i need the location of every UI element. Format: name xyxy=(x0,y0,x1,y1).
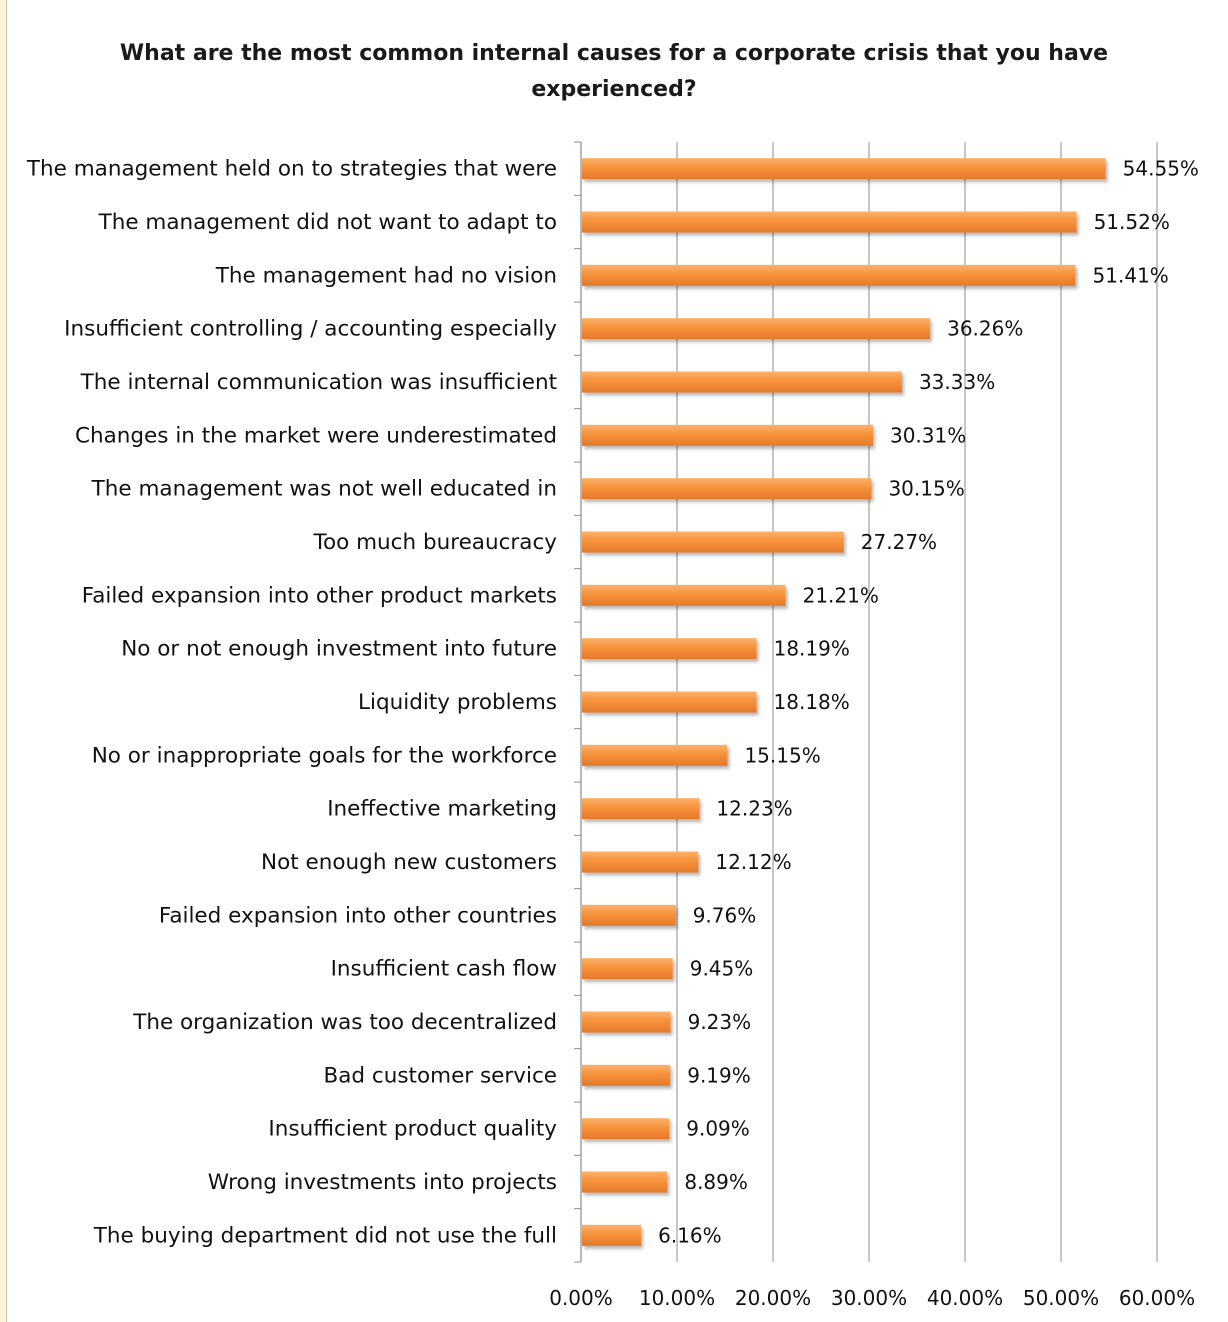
data-label: 54.55% xyxy=(1123,157,1199,181)
data-label: 27.27% xyxy=(861,530,937,554)
bar xyxy=(582,371,902,393)
category-label: The management was not well educated in xyxy=(91,477,557,502)
data-label: 30.15% xyxy=(888,477,964,501)
data-label: 18.19% xyxy=(774,637,850,661)
data-label: 6.16% xyxy=(658,1223,722,1247)
category-label: No or not enough investment into future xyxy=(121,637,557,662)
x-tick-label: 40.00% xyxy=(927,1286,1003,1310)
category-label: Insufficient controlling / accounting es… xyxy=(64,317,557,342)
category-label: Liquidity problems xyxy=(358,690,557,715)
chart-title-line-2: experienced? xyxy=(531,77,697,102)
data-label: 51.52% xyxy=(1094,210,1170,234)
category-label: Ineffective marketing xyxy=(327,797,557,822)
category-label: The organization was too decentralized xyxy=(132,1010,557,1035)
data-label: 21.21% xyxy=(803,583,879,607)
x-tick-label: 60.00% xyxy=(1119,1286,1195,1310)
bar xyxy=(582,798,700,820)
bar xyxy=(582,158,1106,180)
data-label: 15.15% xyxy=(744,743,820,767)
data-label: 12.12% xyxy=(715,850,791,874)
x-tick-label: 10.00% xyxy=(639,1286,715,1310)
data-label: 9.76% xyxy=(693,903,757,927)
data-label: 9.23% xyxy=(688,1010,752,1034)
bars xyxy=(582,158,1106,1246)
data-label: 9.45% xyxy=(690,957,754,981)
bar xyxy=(582,691,757,713)
data-label: 36.26% xyxy=(947,317,1023,341)
x-tick-label: 30.00% xyxy=(831,1286,907,1310)
category-label: Failed expansion into other product mark… xyxy=(82,583,557,608)
data-label: 18.18% xyxy=(774,690,850,714)
bar xyxy=(582,904,676,926)
category-label: Wrong investments into projects xyxy=(208,1170,557,1195)
category-label: The management had no vision xyxy=(215,263,557,288)
bar xyxy=(582,211,1077,233)
bar xyxy=(582,478,872,500)
bar xyxy=(582,1064,671,1086)
bar xyxy=(582,424,873,446)
category-label: Changes in the market were underestimate… xyxy=(75,423,557,448)
data-label: 8.89% xyxy=(684,1170,748,1194)
bar xyxy=(582,264,1076,286)
bar xyxy=(582,958,673,980)
data-label: 33.33% xyxy=(919,370,995,394)
y-axis xyxy=(574,141,582,1263)
data-label: 12.23% xyxy=(716,797,792,821)
bar xyxy=(582,1171,668,1193)
x-tick-label: 50.00% xyxy=(1023,1286,1099,1310)
bar xyxy=(582,531,844,553)
data-label: 30.31% xyxy=(890,423,966,447)
category-label: Not enough new customers xyxy=(261,850,557,875)
data-label: 9.19% xyxy=(687,1063,751,1087)
bar xyxy=(582,1011,671,1033)
category-label: The internal communication was insuffici… xyxy=(80,370,557,395)
category-label: Too much bureaucracy xyxy=(312,530,557,555)
data-label: 51.41% xyxy=(1093,263,1169,287)
bar xyxy=(582,584,786,606)
bar xyxy=(582,318,931,340)
x-tick-label: 20.00% xyxy=(735,1286,811,1310)
x-tick-labels: 0.00% 10.00% 20.00% 30.00% 40.00% 50.00% 60.00… xyxy=(549,1286,1195,1310)
x-tick-label: 0.00% xyxy=(549,1286,613,1310)
data-label: 9.09% xyxy=(686,1117,750,1141)
bar xyxy=(582,638,757,660)
category-label: The management held on to strategies tha… xyxy=(26,157,557,182)
category-labels: The management held on to strategies tha… xyxy=(26,157,557,1249)
data-labels: 54.55% 51.52% 51.41% 36.26% 33.33% 30.31% 30.1… xyxy=(658,157,1199,1248)
bar xyxy=(582,1118,670,1140)
category-label: The management did not want to adapt to xyxy=(98,210,557,235)
category-label: The buying department did not use the fu… xyxy=(93,1223,557,1248)
chart-title-line-1: What are the most common internal causes… xyxy=(119,41,1109,66)
category-label: Failed expansion into other countries xyxy=(159,903,557,928)
category-label: Insufficient product quality xyxy=(268,1117,557,1142)
bar xyxy=(582,1224,642,1246)
bar xyxy=(582,744,728,766)
category-label: Insufficient cash flow xyxy=(331,957,557,982)
category-label: No or inappropriate goals for the workfo… xyxy=(92,743,557,768)
chart-title: What are the most common internal causes… xyxy=(0,36,1228,108)
bar xyxy=(582,851,699,873)
category-label: Bad customer service xyxy=(324,1063,558,1088)
